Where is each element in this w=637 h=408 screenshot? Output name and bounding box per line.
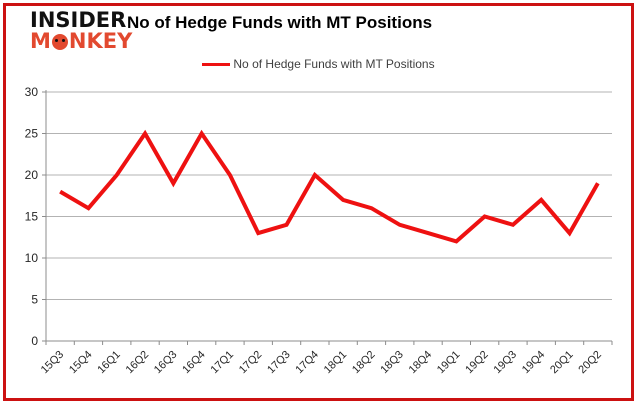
x-tick-label: 19Q4	[520, 349, 548, 377]
x-tick-label: 19Q1	[435, 349, 463, 377]
page-title: No of Hedge Funds with MT Positions	[127, 13, 433, 32]
x-tick-label: 17Q1	[209, 349, 237, 377]
y-tick-label: 10	[25, 251, 39, 265]
insider-monkey-logo[interactable]: INSIDER M NKEY	[30, 10, 132, 52]
logo-line2: M NKEY	[30, 29, 133, 53]
logo-line1: INSIDER	[30, 8, 127, 32]
monkey-face-icon	[51, 33, 68, 50]
x-tick-label: 19Q3	[492, 349, 520, 377]
chart-legend: No of Hedge Funds with MT Positions	[0, 57, 637, 71]
x-tick-label: 19Q2	[463, 349, 491, 377]
x-tick-label: 20Q2	[576, 349, 604, 377]
x-tick-label: 18Q2	[350, 349, 378, 377]
x-tick-label: 18Q3	[378, 349, 406, 377]
x-tick-label: 16Q3	[152, 349, 180, 377]
legend-label: No of Hedge Funds with MT Positions	[233, 57, 435, 71]
x-tick-label: 17Q2	[237, 349, 265, 377]
y-tick-label: 15	[25, 210, 39, 224]
y-tick-label: 20	[25, 168, 39, 182]
y-tick-label: 30	[25, 85, 39, 99]
x-tick-label: 16Q4	[180, 349, 208, 377]
x-tick-label: 18Q1	[322, 349, 350, 377]
x-tick-label: 16Q1	[95, 349, 123, 377]
x-tick-label: 15Q3	[39, 349, 67, 377]
x-tick-label: 17Q4	[293, 349, 321, 377]
y-tick-label: 25	[25, 127, 39, 141]
y-tick-label: 5	[31, 293, 38, 307]
x-tick-label: 18Q4	[407, 349, 435, 377]
legend-line-swatch	[202, 62, 231, 66]
x-tick-label: 15Q4	[67, 349, 95, 377]
x-tick-label: 16Q2	[124, 349, 152, 377]
x-tick-label: 20Q1	[548, 349, 576, 377]
x-tick-label: 17Q3	[265, 349, 293, 377]
y-tick-label: 0	[31, 334, 38, 348]
series-line	[59, 129, 600, 244]
